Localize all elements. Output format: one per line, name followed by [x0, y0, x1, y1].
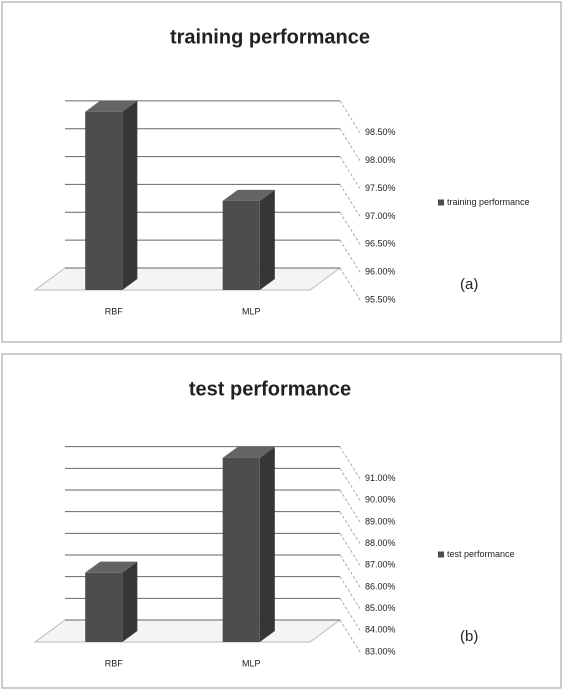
grid-line — [339, 533, 361, 566]
y-tick-label: 86.00% — [365, 581, 396, 591]
y-tick-label: 90.00% — [365, 495, 396, 505]
legend-label: test performance — [447, 549, 515, 559]
grid-line — [339, 184, 361, 217]
x-tick-label: MLP — [242, 306, 261, 316]
grid-line — [339, 511, 361, 544]
bar — [85, 111, 123, 290]
y-tick-label: 88.00% — [365, 538, 396, 548]
grid-line — [339, 468, 361, 501]
legend-swatch — [438, 199, 444, 206]
bar-top — [222, 189, 275, 201]
grid-line — [339, 128, 361, 161]
grid-line — [339, 619, 361, 653]
legend-swatch — [438, 551, 444, 558]
y-tick-label: 91.00% — [365, 473, 396, 483]
grid-line — [339, 598, 361, 631]
bar — [222, 200, 260, 290]
floor — [33, 619, 342, 643]
y-tick-label: 95.50% — [365, 294, 396, 304]
y-tick-label: 89.00% — [365, 516, 396, 526]
x-tick-label: MLP — [242, 658, 261, 668]
y-tick-label: 84.00% — [365, 625, 396, 635]
bar — [85, 572, 123, 642]
panel-frame — [1, 353, 562, 689]
bar-side — [122, 100, 138, 290]
bar-side — [259, 446, 275, 642]
y-tick-label: 87.00% — [365, 560, 396, 570]
floor — [33, 267, 342, 291]
x-tick-label: RBF — [105, 658, 124, 668]
bar-side — [122, 561, 138, 642]
annotation: (b) — [460, 628, 478, 645]
y-tick-label: 83.00% — [365, 646, 396, 656]
grid-line — [339, 212, 361, 245]
grid-line — [339, 446, 361, 479]
annotation: (a) — [460, 276, 478, 293]
panel-frame — [1, 1, 562, 343]
bar-top — [85, 561, 138, 573]
bar-top — [222, 446, 275, 458]
y-tick-label: 97.00% — [365, 211, 396, 221]
y-tick-label: 96.00% — [365, 267, 396, 277]
grid-line — [339, 489, 361, 523]
bar-side — [259, 189, 275, 290]
y-tick-label: 96.50% — [365, 239, 396, 249]
grid-line — [339, 100, 361, 134]
grid-line — [339, 576, 361, 609]
chart-title: training performance — [170, 26, 370, 48]
bar-top — [85, 100, 138, 112]
legend-label: training performance — [447, 197, 530, 207]
grid-line — [339, 239, 361, 273]
y-tick-label: 98.50% — [365, 127, 396, 137]
grid-line — [339, 554, 361, 588]
x-tick-label: RBF — [105, 306, 124, 316]
y-tick-label: 85.00% — [365, 603, 396, 613]
chart-title: test performance — [189, 378, 351, 400]
grid-line — [339, 156, 361, 189]
grid-line — [339, 267, 361, 301]
bar — [222, 457, 260, 642]
y-tick-label: 98.00% — [365, 155, 396, 165]
y-tick-label: 97.50% — [365, 183, 396, 193]
